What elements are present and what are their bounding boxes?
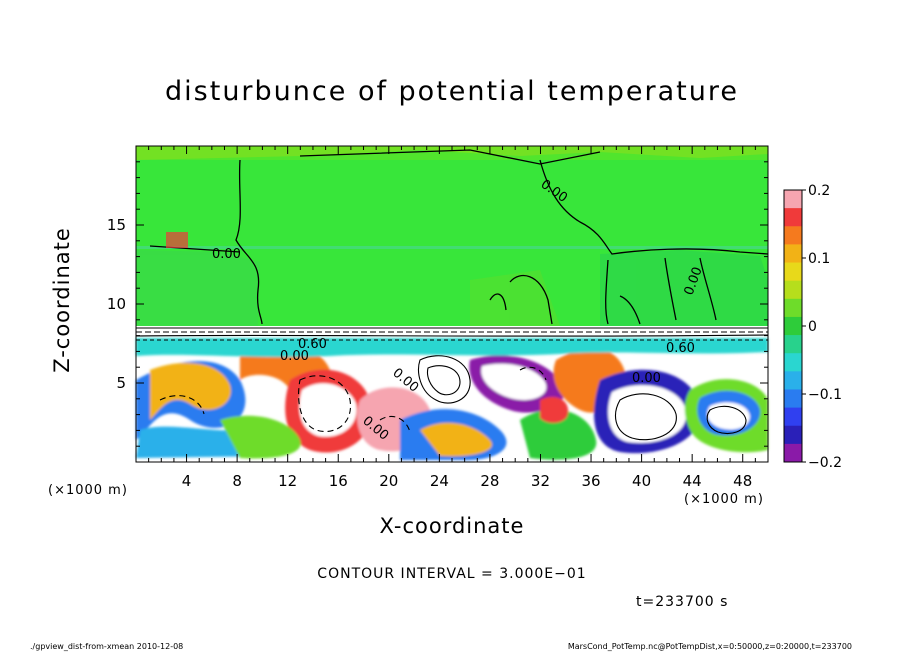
- upper-patches: [136, 146, 768, 326]
- colorbar-frame: [783, 189, 803, 463]
- x-axis-label: X-coordinate: [379, 514, 525, 538]
- contour-label: 0.00: [212, 247, 241, 262]
- colorbar: 0.2 0.1 0 −0.1 −0.2: [784, 183, 842, 471]
- colorbar-swatch: [784, 280, 802, 300]
- time-stamp: t=233700 s: [636, 594, 729, 610]
- colorbar-swatch: [784, 371, 802, 390]
- colorbar-swatch: [784, 190, 802, 209]
- upper-contours: [149, 149, 769, 325]
- x-axis: 4 8 12 16 20 24 28 32 36 40 44 48: [148, 146, 756, 490]
- colorbar-swatch: [784, 298, 802, 318]
- y-tick-label: 5: [116, 374, 126, 392]
- x-tick-label: 44: [683, 472, 702, 490]
- y-tick-label: 10: [107, 295, 126, 313]
- y-tick-label: 15: [107, 216, 126, 234]
- x-tick-label: 24: [430, 472, 449, 490]
- colorbar-swatch: [784, 335, 802, 354]
- colorbar-swatch: [784, 244, 802, 264]
- x-tick-label: 20: [379, 472, 398, 490]
- x-tick-label: 36: [581, 472, 600, 490]
- footer-right: MarsCond_PotTemp.nc@PotTempDist,x=0:5000…: [567, 642, 852, 651]
- x-tick-label: 40: [632, 472, 651, 490]
- contour-label: 0.60: [666, 341, 695, 356]
- colorbar-label: −0.2: [808, 455, 842, 471]
- x-tick-label: 28: [480, 472, 499, 490]
- chart-title: disturbunce of potential temperature: [165, 76, 739, 107]
- contour-label: 0.00: [280, 349, 309, 364]
- colorbar-swatch: [784, 226, 802, 245]
- x-tick-label: 8: [232, 472, 242, 490]
- lower-eddies: [136, 338, 768, 461]
- x-tick-label: 32: [531, 472, 550, 490]
- colorbar-swatch: [784, 425, 802, 445]
- x-tick-label: 16: [329, 472, 348, 490]
- colorbar-label: −0.1: [808, 387, 842, 403]
- x-unit-left: (×1000 m): [48, 483, 128, 498]
- x-tick-label: 48: [733, 472, 752, 490]
- colorbar-label: 0: [808, 319, 817, 335]
- colorbar-label: 0.2: [808, 183, 830, 199]
- colorbar-label: 0.1: [808, 251, 830, 267]
- colorbar-swatch: [784, 443, 802, 463]
- colorbar-swatch: [784, 262, 802, 282]
- footer-left: ./gpview_dist-from-xmean 2010-12-08: [30, 642, 184, 651]
- x-tick-label: 4: [182, 472, 192, 490]
- tracer-blob: [166, 232, 188, 248]
- colorbar-swatch: [784, 353, 802, 372]
- contour-label: 0.00: [632, 371, 661, 386]
- colorbar-swatch: [784, 316, 802, 336]
- y-axis-label: Z-coordinate: [50, 227, 74, 373]
- y-axis: 5 10 15: [107, 161, 768, 447]
- horizontal-band: [136, 246, 768, 249]
- contour-interval: CONTOUR INTERVAL = 3.000E−01: [317, 566, 587, 582]
- colorbar-swatch: [784, 208, 802, 227]
- x-tick-label: 12: [278, 472, 297, 490]
- contour-label: 0.60: [298, 337, 327, 352]
- colorbar-swatch: [784, 389, 802, 409]
- lower-contours: [135, 327, 769, 441]
- x-unit-right: (×1000 m): [684, 492, 764, 507]
- colorbar-swatch: [784, 407, 802, 427]
